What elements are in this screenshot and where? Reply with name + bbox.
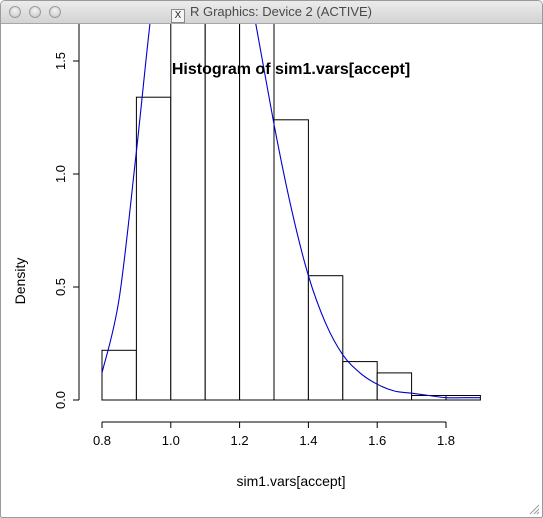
zoom-button[interactable] xyxy=(49,6,61,18)
minimize-button[interactable] xyxy=(29,6,41,18)
histogram-bars xyxy=(101,24,481,401)
y-tick-label-2: 0.5 xyxy=(53,278,68,296)
histogram-bar-6 xyxy=(273,119,309,401)
density-curve xyxy=(101,24,481,399)
y-tick-label-1: 0.0 xyxy=(53,391,68,409)
x-tick-label-6: 1.8 xyxy=(437,433,455,448)
y-axis-label: Density xyxy=(12,258,28,305)
histogram-bar-3 xyxy=(170,24,206,401)
x-tick-label-4: 1.4 xyxy=(299,433,317,448)
x-tick-label-3: 1.2 xyxy=(231,433,249,448)
histogram-bar-5 xyxy=(239,24,275,401)
chart-title: Histogram of sim1.vars[accept] xyxy=(172,61,410,78)
histogram-bar-1 xyxy=(101,349,137,401)
y-tick-label-4: 1.5 xyxy=(53,52,68,70)
histogram-bar-7 xyxy=(307,275,344,401)
x-axis-label: sim1.vars[accept] xyxy=(237,473,346,489)
axes: 0.81.01.21.41.61.80.00.51.01.52.02.5 xyxy=(53,24,455,448)
window-title-group: X R Graphics: Device 2 (ACTIVE) xyxy=(1,1,542,23)
resize-grip-icon[interactable] xyxy=(528,503,540,515)
window-title: R Graphics: Device 2 (ACTIVE) xyxy=(189,4,373,19)
x-tick-label-2: 1.0 xyxy=(162,433,180,448)
histogram-bar-4 xyxy=(204,24,241,401)
histogram-bar-2 xyxy=(135,96,172,401)
x-tick-label-5: 1.6 xyxy=(368,433,386,448)
x-tick-label-1: 0.8 xyxy=(93,433,111,448)
x11-icon: X xyxy=(170,9,185,23)
histogram-plot: 0.81.01.21.41.61.80.00.51.01.52.02.5 His… xyxy=(12,24,481,489)
close-button[interactable] xyxy=(9,6,21,18)
y-tick-label-3: 1.0 xyxy=(53,165,68,183)
title-bar[interactable]: X R Graphics: Device 2 (ACTIVE) xyxy=(1,1,542,24)
